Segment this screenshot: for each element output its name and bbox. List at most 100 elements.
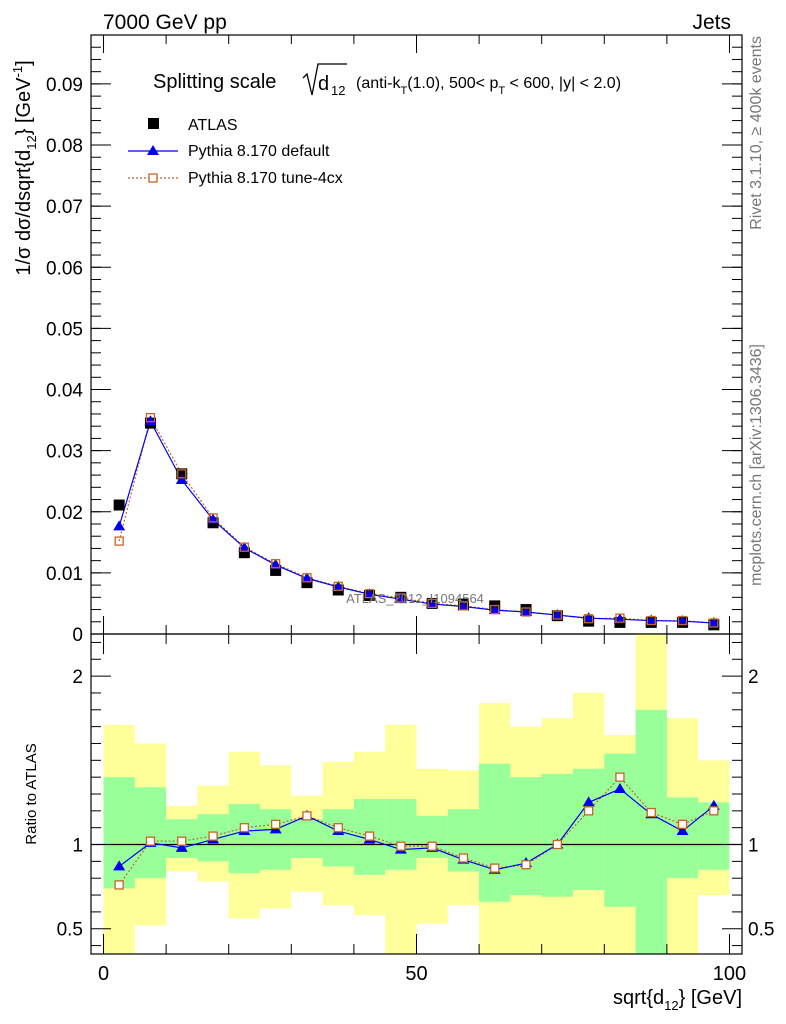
ratio-tune-4cx-point bbox=[521, 860, 531, 870]
y-tick-label-top: 0.01 bbox=[46, 564, 83, 585]
y-tick-label-ratio-right: 2 bbox=[748, 667, 759, 688]
band-1sigma bbox=[228, 804, 261, 874]
ratio-line-default bbox=[118, 788, 715, 871]
tune-4cx-point bbox=[239, 542, 250, 552]
ratio-tune-4cx-point bbox=[302, 811, 312, 821]
title-main: Splitting scale bbox=[153, 71, 276, 93]
x-tick-label: 50 bbox=[405, 963, 427, 985]
ratio-tune-4cx-point bbox=[583, 806, 594, 816]
y-tick-label-ratio: 1 bbox=[72, 836, 83, 857]
x-tick-label: 0 bbox=[98, 963, 109, 985]
y-tick-label-top: 0 bbox=[72, 625, 83, 646]
y-tick-label-ratio: 0.5 bbox=[57, 920, 83, 941]
tune-4cx-point bbox=[583, 614, 594, 624]
y-tick-label-ratio: 2 bbox=[72, 667, 83, 688]
ratio-tune-4cx-point bbox=[709, 806, 719, 816]
ratio-tune-4cx-point bbox=[552, 839, 562, 850]
title-sqrt-sub: 12 bbox=[331, 83, 345, 98]
band-1sigma bbox=[510, 777, 542, 896]
ratio-tune-4cx-point bbox=[114, 880, 124, 890]
header-right: Jets bbox=[692, 11, 731, 34]
ratio-tune-4cx-point bbox=[177, 836, 187, 846]
ratio-tune-4cx-point bbox=[677, 819, 688, 829]
y-tick-label-ratio-right: 1 bbox=[748, 836, 759, 857]
ratio-tune-4cx-point bbox=[458, 853, 469, 863]
default-point bbox=[363, 588, 376, 599]
ratio-default-point bbox=[582, 796, 595, 807]
tune-4cx-point bbox=[145, 412, 156, 423]
band-1sigma bbox=[666, 797, 699, 879]
title-sqrt-var: d bbox=[318, 73, 329, 95]
atlas-point bbox=[270, 564, 282, 576]
mcplots-label: mcplots.cern.ch [arXiv:1306.3436] bbox=[748, 344, 765, 586]
tune-4cx-point bbox=[677, 615, 688, 626]
tune-4cx-point bbox=[271, 559, 281, 569]
sqrt-sign bbox=[302, 63, 347, 96]
band-1sigma bbox=[572, 768, 605, 890]
tune-4cx-point bbox=[302, 573, 312, 583]
title-rest: (anti-kT(1.0), 500< pT < 600, |y| < 2.0) bbox=[356, 75, 621, 97]
tune-4cx-point bbox=[396, 593, 406, 603]
band-1sigma bbox=[103, 777, 135, 889]
default-point bbox=[238, 541, 251, 552]
y-tick-label-top: 0.03 bbox=[46, 442, 83, 463]
tune-4cx-point bbox=[458, 601, 469, 611]
ratio-tune-4cx-point bbox=[145, 836, 156, 846]
default-point bbox=[269, 558, 282, 569]
ratio-tune-4cx-point bbox=[490, 863, 500, 873]
header-left: 7000 GeV pp bbox=[103, 11, 227, 34]
default-point bbox=[520, 605, 533, 616]
default-point bbox=[676, 615, 689, 626]
main-plot-panel: ATLAS_2012_I1094564 0 0.01 0.02 0.03 0.04 0.0… bbox=[10, 34, 743, 646]
ratio-tune-4cx-point bbox=[333, 823, 343, 833]
ratio-tune-4cx-point bbox=[646, 807, 656, 818]
default-point bbox=[488, 604, 501, 615]
tune-4cx-point bbox=[646, 615, 656, 626]
analysis-watermark: ATLAS_2012_I1094564 bbox=[346, 591, 484, 606]
legend-label-atlas: ATLAS bbox=[188, 117, 238, 134]
ratio-default-point bbox=[613, 782, 626, 793]
ratio-tune-4cx-point bbox=[271, 819, 281, 829]
tune-4cx-point bbox=[177, 469, 187, 479]
atlas-point bbox=[176, 468, 188, 480]
x-axis-label: sqrt{d12} [GeV] bbox=[613, 987, 742, 1013]
band-1sigma bbox=[291, 819, 323, 858]
ratio-tune-4cx-point bbox=[364, 831, 375, 841]
tune-4cx-point bbox=[552, 610, 562, 620]
tune-4cx-point bbox=[364, 589, 375, 599]
band-1sigma bbox=[322, 809, 354, 867]
default-point bbox=[394, 593, 407, 604]
x-tick-label: 100 bbox=[713, 963, 746, 985]
ratio-plot-panel: 0.5 0.5 1 1 2 2 0 50 100 Ratio to ATLAS sqrt{d12… bbox=[23, 633, 774, 1013]
y-tick-label-top: 0.04 bbox=[46, 381, 83, 402]
atlas-point bbox=[301, 577, 313, 589]
default-point bbox=[426, 598, 439, 609]
ratio-tune-4cx-point bbox=[615, 772, 625, 782]
ratio-default-point bbox=[113, 860, 126, 871]
y-tick-label-top: 0.08 bbox=[46, 136, 83, 157]
band-1sigma bbox=[479, 763, 511, 902]
legend-label-tune: Pythia 8.170 tune-4cx bbox=[188, 170, 343, 187]
tune-4cx-point bbox=[333, 581, 343, 591]
default-point bbox=[613, 613, 626, 624]
y-tick-label-ratio-right: 0.5 bbox=[748, 920, 774, 941]
y-tick-label-top: 0.06 bbox=[46, 258, 83, 279]
tune-4cx-point bbox=[208, 513, 218, 523]
legend-marker-tune bbox=[148, 173, 158, 183]
atlas-point bbox=[113, 499, 125, 511]
default-point bbox=[332, 580, 345, 591]
tune-4cx-point bbox=[709, 618, 719, 628]
y-tick-label-top: 0.09 bbox=[46, 75, 83, 96]
tune-4cx-point bbox=[427, 598, 437, 609]
default-point bbox=[175, 473, 188, 484]
default-point bbox=[207, 513, 220, 524]
y-axis-label-ratio: Ratio to ATLAS bbox=[23, 743, 40, 844]
ratio-default-point bbox=[175, 841, 188, 852]
band-1sigma bbox=[385, 799, 417, 870]
ratio-tune-4cx-point bbox=[239, 823, 250, 833]
band-1sigma bbox=[134, 787, 167, 879]
default-point bbox=[144, 415, 157, 426]
default-point bbox=[457, 600, 470, 611]
band-1sigma bbox=[541, 773, 573, 897]
